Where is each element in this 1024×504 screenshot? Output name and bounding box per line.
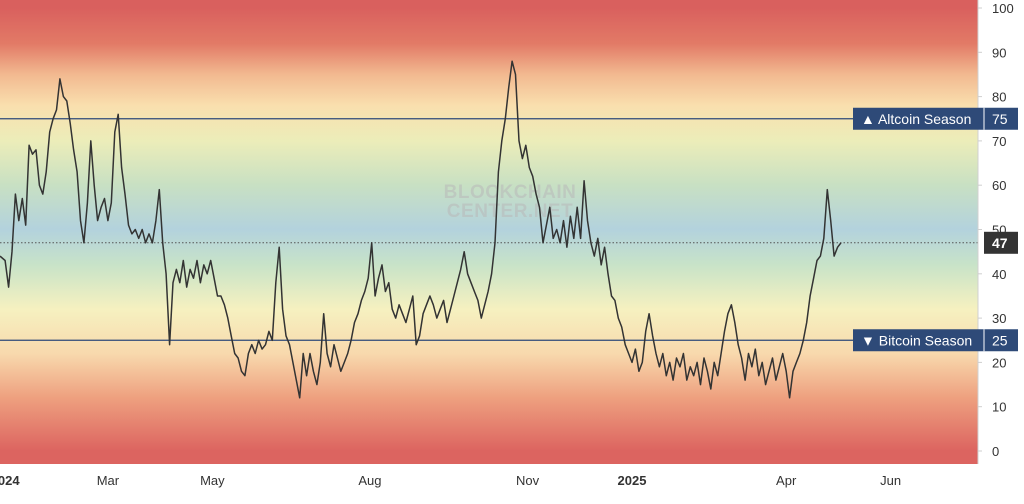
y-tick-label: 60 (992, 178, 1006, 193)
y-tick-label: 100 (992, 1, 1014, 16)
reference-badge-0 (853, 107, 1018, 130)
reference-value-0: 75 (992, 111, 1008, 127)
watermark-line-2: CENTER.NET (447, 201, 573, 222)
x-tick-label: Apr (776, 473, 797, 488)
x-tick-label: Aug (358, 473, 381, 488)
y-tick-label: 40 (992, 267, 1006, 282)
x-axis: 2024 Mar May Aug Nov 2025 Apr Jun (0, 473, 901, 488)
plot-background (0, 0, 978, 464)
x-tick-label: Jun (880, 473, 901, 488)
x-tick-label: May (200, 473, 225, 488)
y-tick-label: 20 (992, 355, 1006, 370)
y-tick-label: 90 (992, 45, 1006, 60)
current-value-badge (984, 231, 1018, 254)
axis-badges: ▲ Altcoin Season 75 ▼ Bitcoin Season 25 47 (853, 107, 1018, 352)
x-tick-label: Mar (97, 473, 120, 488)
y-tick-label: 30 (992, 311, 1006, 326)
series-line (0, 60, 842, 399)
reference-label-1: ▼ Bitcoin Season (861, 332, 972, 348)
reference-label-0: ▲ Altcoin Season (861, 111, 971, 127)
x-tick-label: 2024 (0, 473, 20, 488)
y-tick-label: 80 (992, 90, 1006, 105)
watermark-line-1: BLOCKCHAIN (444, 182, 577, 203)
x-tick-label: Nov (516, 473, 540, 488)
x-tick-label: 2025 (618, 473, 647, 488)
reference-badge-1 (853, 329, 1018, 352)
y-tick-label: 0 (992, 444, 999, 459)
y-tick-label: 70 (992, 134, 1006, 149)
reference-lines (0, 118, 978, 341)
y-tick-label: 10 (992, 400, 1006, 415)
reference-value-1: 25 (992, 332, 1008, 348)
watermark: BLOCKCHAIN CENTER.NET (444, 182, 577, 222)
current-value-label: 47 (992, 235, 1008, 251)
